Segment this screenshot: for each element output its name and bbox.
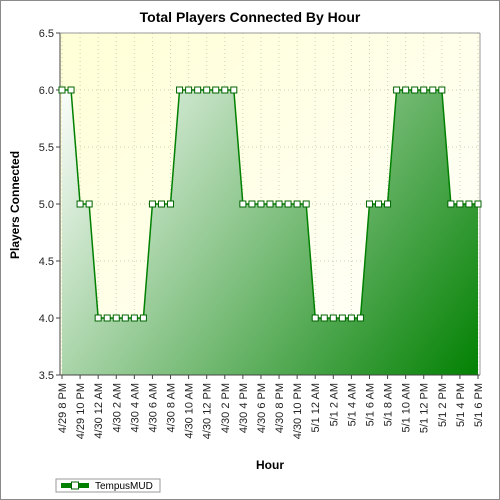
y-tick-label: 6.5	[39, 28, 54, 40]
x-tick-labels: 4/29 8 PM 4/29 10 PM 4/30 12 AM 4/30 2 AM 4/…	[57, 383, 485, 439]
data-point	[438, 86, 446, 94]
data-point	[76, 200, 84, 208]
x-tick-label: 5/1 6 AM	[364, 383, 376, 426]
data-point	[293, 200, 301, 208]
data-point	[176, 86, 184, 94]
x-tick-label: 5/1 4 AM	[346, 383, 358, 426]
x-tick-label: 4/30 10 AM	[184, 383, 196, 439]
x-tick-label: 4/30 12 PM	[202, 383, 214, 439]
x-tick-label: 4/30 2 PM	[220, 383, 232, 433]
data-point	[230, 86, 238, 94]
data-point	[365, 200, 373, 208]
data-point	[239, 200, 247, 208]
data-point	[420, 86, 428, 94]
data-point	[320, 314, 328, 322]
data-point	[402, 86, 410, 94]
x-tick-label: 5/1 2 PM	[437, 383, 449, 427]
x-tick-label: 5/1 12 PM	[419, 383, 431, 433]
data-point	[347, 314, 355, 322]
x-tick-label: 5/1 10 AM	[401, 383, 413, 433]
data-point	[474, 200, 482, 208]
x-tick-label: 5/1 6 PM	[473, 383, 485, 427]
chart-title: Total Players Connected By Hour	[140, 9, 361, 25]
y-tick-label: 6.0	[39, 85, 54, 97]
x-tick-label: 4/30 10 PM	[292, 383, 304, 439]
x-axis-label: Hour	[256, 458, 284, 472]
data-point	[94, 314, 102, 322]
data-point	[384, 200, 392, 208]
data-point	[375, 200, 383, 208]
x-tick-label: 5/1 12 AM	[310, 383, 322, 433]
data-point	[130, 314, 138, 322]
data-point	[85, 200, 93, 208]
x-tick-label: 4/30 6 AM	[147, 383, 159, 433]
y-tick-labels: 3.5 4.0 4.5 5.0 5.5 6.0 6.5	[39, 28, 54, 382]
data-point	[185, 86, 193, 94]
legend-label: TempusMUD	[95, 481, 153, 492]
x-tick-label: 5/1 2 AM	[328, 383, 340, 426]
data-point	[284, 200, 292, 208]
x-tick-label: 4/30 4 AM	[129, 383, 141, 433]
data-point	[58, 86, 66, 94]
y-tick-label: 4.5	[39, 256, 54, 268]
data-point	[275, 200, 283, 208]
data-point	[393, 86, 401, 94]
x-tick-label: 4/29 10 PM	[75, 383, 87, 439]
legend-marker	[71, 481, 79, 490]
x-tick-label: 4/30 6 PM	[256, 383, 268, 433]
y-tick-label: 3.5	[39, 370, 54, 382]
data-point	[266, 200, 274, 208]
x-tick-label: 4/30 8 PM	[274, 383, 286, 433]
data-point	[139, 314, 147, 322]
data-point	[212, 86, 220, 94]
data-point	[329, 314, 337, 322]
y-axis-label: Players Connected	[8, 151, 22, 259]
data-point	[194, 86, 202, 94]
data-point	[456, 200, 464, 208]
legend: TempusMUD	[55, 478, 161, 493]
x-tick-label: 5/1 8 AM	[383, 383, 395, 426]
x-tick-label: 4/29 8 PM	[57, 383, 69, 433]
data-point	[167, 200, 175, 208]
data-point	[311, 314, 319, 322]
data-point	[148, 200, 156, 208]
x-tick-label: 4/30 8 AM	[166, 383, 178, 433]
data-point	[157, 200, 165, 208]
data-point	[257, 200, 265, 208]
x-tick-label: 4/30 2 AM	[111, 383, 123, 433]
x-tick-label: 4/30 12 AM	[93, 383, 105, 439]
data-point	[411, 86, 419, 94]
data-point	[338, 314, 346, 322]
y-tick-label: 5.0	[39, 199, 54, 211]
data-point	[429, 86, 437, 94]
data-point	[465, 200, 473, 208]
data-point	[67, 86, 75, 94]
data-point	[112, 314, 120, 322]
data-point	[248, 200, 256, 208]
y-tick-label: 5.5	[39, 142, 54, 154]
x-tick-label: 5/1 4 PM	[455, 383, 467, 427]
data-point	[447, 200, 455, 208]
x-tick-label: 4/30 4 PM	[238, 383, 250, 433]
data-point	[103, 314, 111, 322]
data-point	[356, 314, 364, 322]
legend-box	[55, 478, 161, 493]
area-fill	[62, 90, 478, 375]
data-point	[121, 314, 129, 322]
data-point	[302, 200, 310, 208]
data-point	[203, 86, 211, 94]
data-point	[221, 86, 229, 94]
marks	[58, 86, 482, 322]
y-tick-label: 4.0	[39, 313, 54, 325]
